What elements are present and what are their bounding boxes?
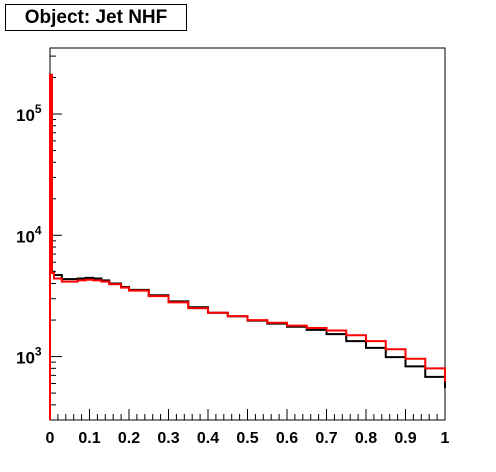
x-tick-label: 1 [441, 430, 450, 447]
y-tick-label: 103 [16, 345, 42, 368]
x-tick-label: 0.2 [118, 430, 140, 447]
plot-frame [49, 47, 446, 421]
x-tick-label: 0.3 [157, 430, 179, 447]
x-tick-label: 0.8 [355, 430, 377, 447]
x-tick-label: 0 [46, 430, 55, 447]
series-layer [49, 73, 446, 420]
x-tick-label: 0.4 [197, 430, 219, 447]
x-tick-labels: 0 0.1 0.2 0.3 0.4 0.5 0.6 0.7 0.8 0.9 1 [46, 430, 450, 447]
axis-ticks [49, 55, 446, 421]
y-tick-label: 105 [16, 102, 42, 125]
y-tick-labels: 103 104 105 [16, 102, 42, 368]
y-tick-label: 104 [16, 223, 42, 246]
chart-title: Object: Jet NHF [5, 4, 187, 31]
x-tick-label: 0.6 [276, 430, 298, 447]
x-tick-label: 0.9 [394, 430, 416, 447]
x-tick-label: 0.7 [315, 430, 337, 447]
series-line-1 [49, 73, 446, 420]
x-tick-label: 0.1 [78, 430, 100, 447]
x-tick-label: 0.5 [236, 430, 258, 447]
series-line-2 [49, 73, 446, 420]
